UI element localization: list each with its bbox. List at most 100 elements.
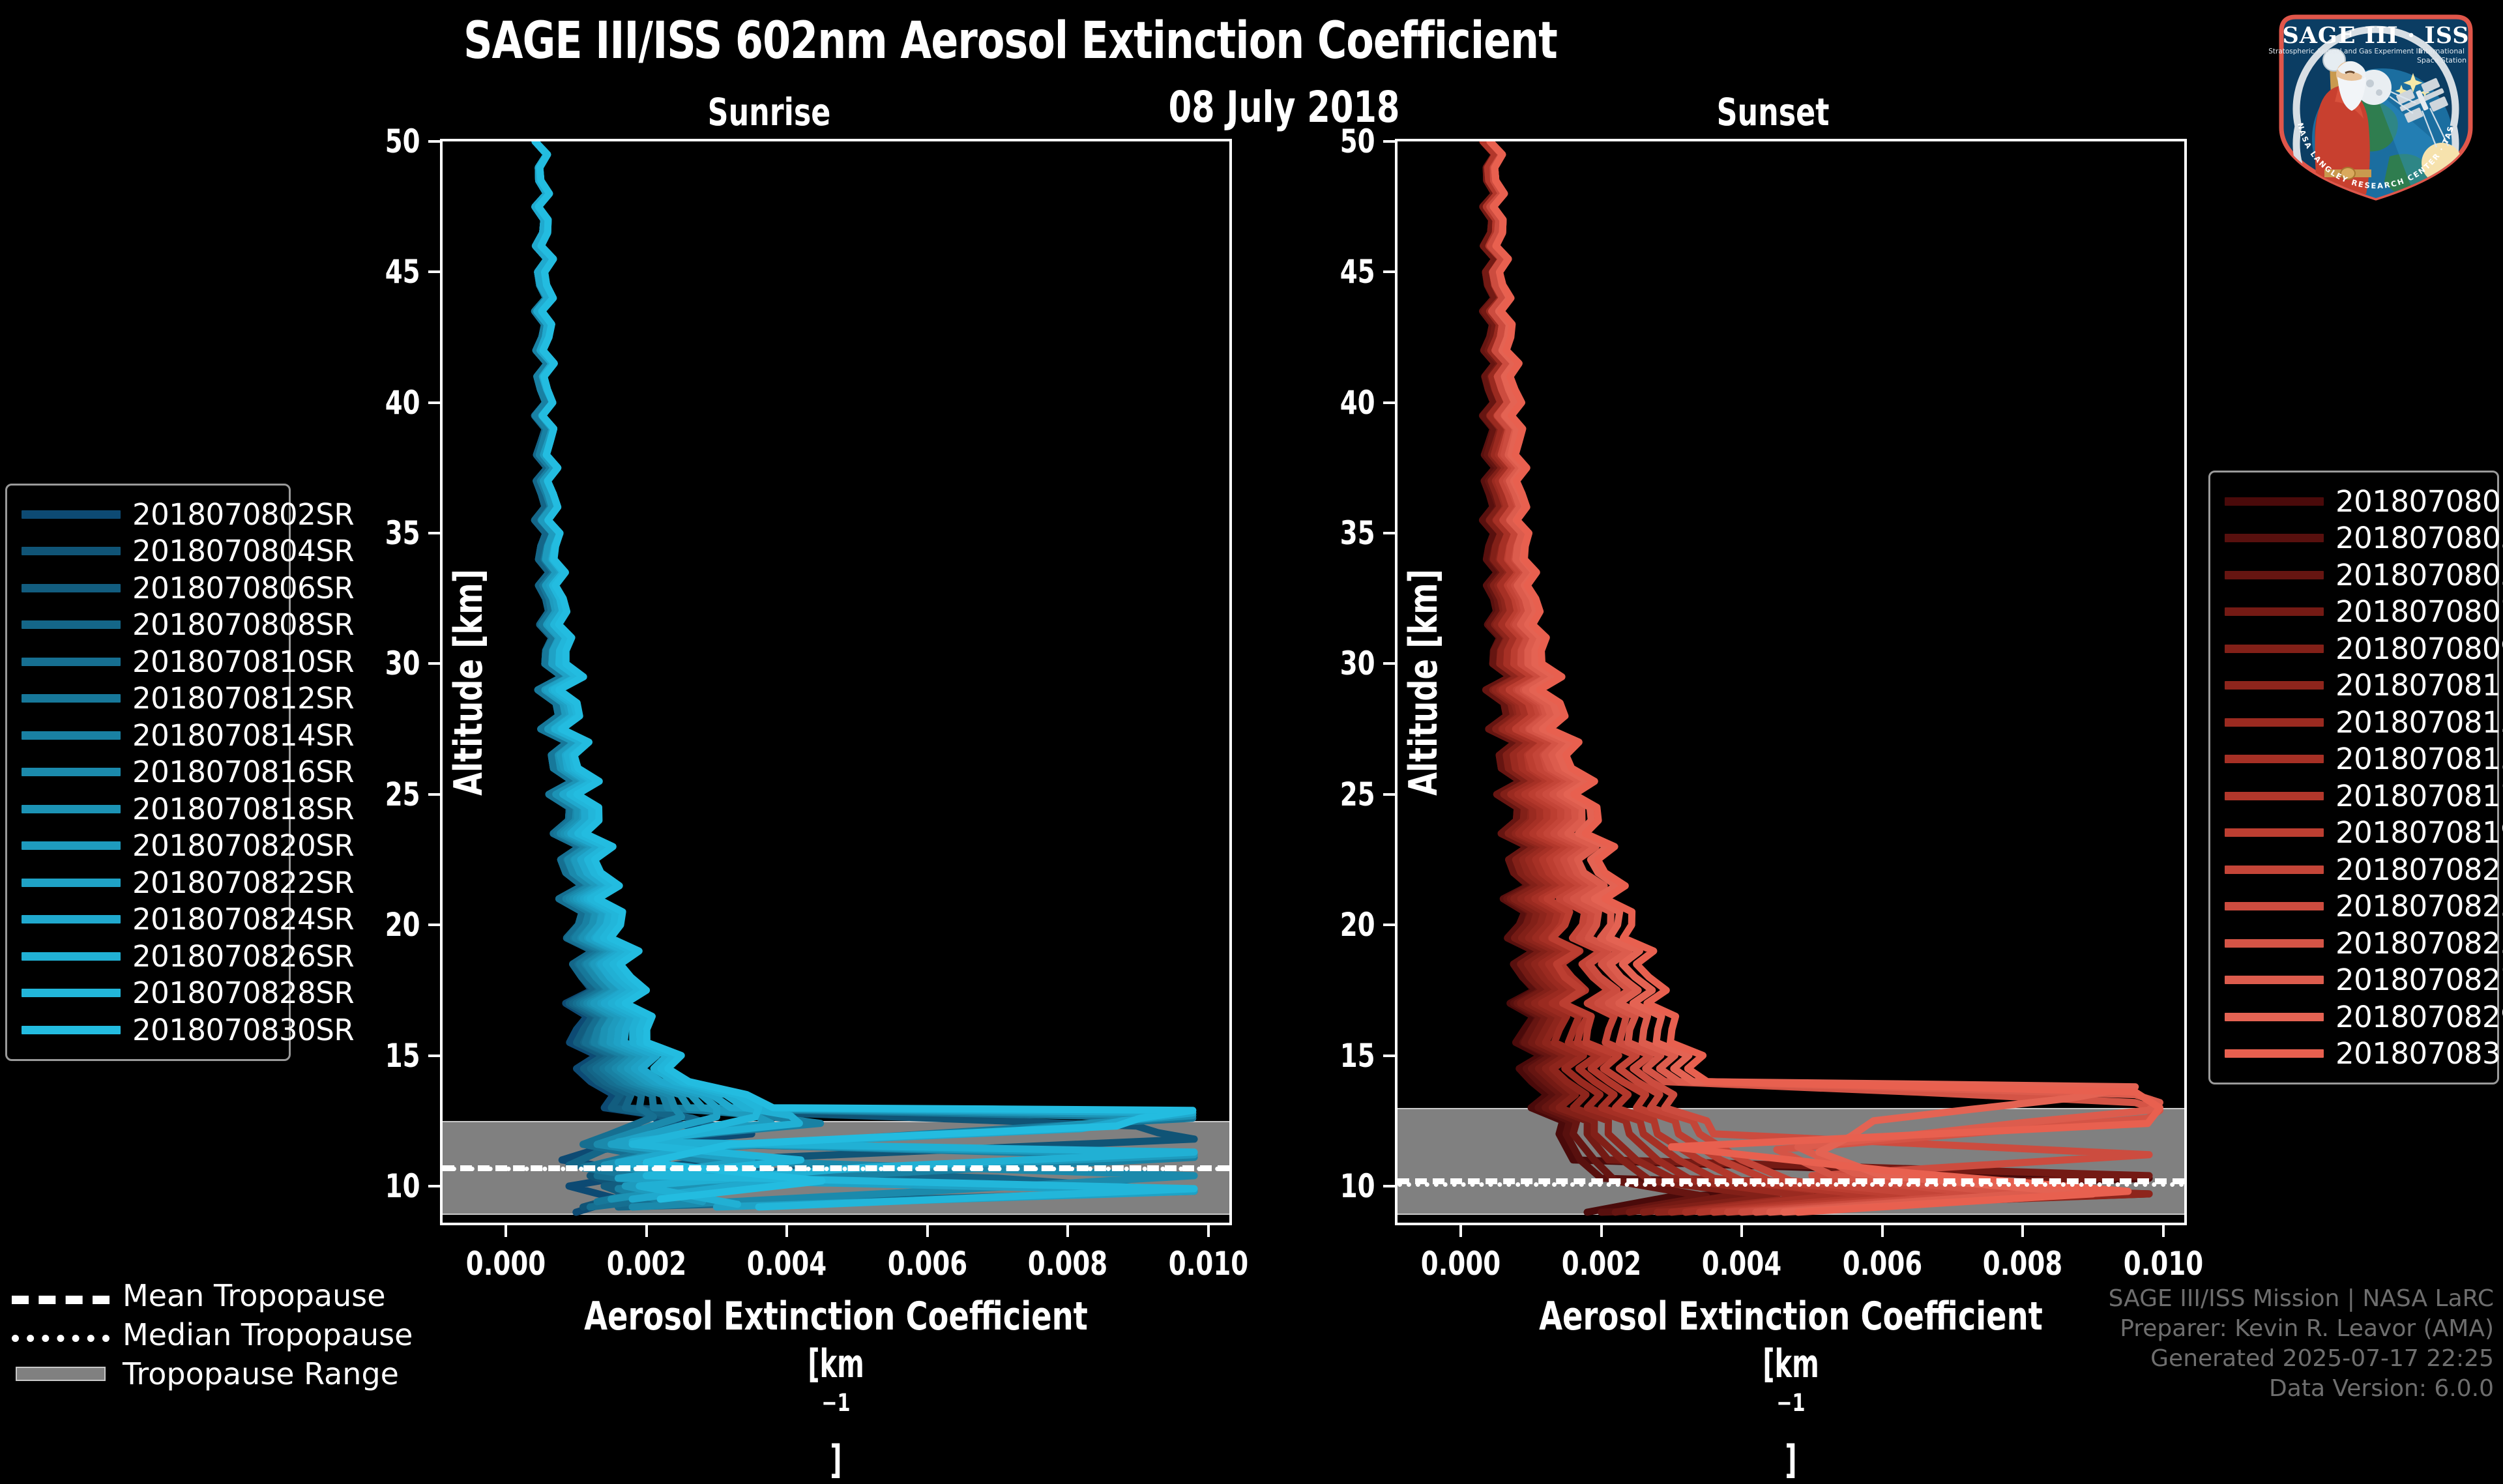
y-axis-tick-label: 45	[1340, 253, 1375, 291]
legend-item[interactable]: 2018070813SS	[2225, 704, 2503, 741]
date-subtitle: 08 July 2018	[1168, 82, 1400, 132]
sunset-plot-axes: 10 15 20 25 30 35 40 45 50 0.000 0.002 0.004 0.006 0.…	[1340, 123, 2203, 1483]
legend-item[interactable]: 2018070812SR	[22, 680, 355, 718]
legend-label: 2018070806SR	[132, 570, 355, 605]
legend-color-swatch	[22, 657, 121, 666]
legend-color-swatch	[22, 620, 121, 630]
legend-item[interactable]: 2018070815SS	[2225, 741, 2503, 778]
logo-subtitle-right-2: Space Station	[2417, 56, 2466, 65]
x-axis-tick	[504, 1223, 507, 1237]
x-axis-title-text: Aerosol Extinction Coefficient	[1539, 1294, 2043, 1339]
x-axis-tick	[926, 1223, 929, 1237]
legend-item[interactable]: 2018070821SS	[2225, 851, 2503, 888]
legend-item[interactable]: 2018070810SR	[22, 643, 355, 680]
legend-color-swatch	[22, 694, 121, 703]
legend-item[interactable]: 2018070825SS	[2225, 925, 2503, 962]
legend-item[interactable]: 2018070806SR	[22, 570, 355, 607]
legend-color-swatch	[2225, 1049, 2324, 1058]
series-layer	[531, 141, 1198, 1216]
logo-subtitle-right-1: International	[2419, 47, 2465, 55]
legend-item[interactable]: 2018070809SS	[2225, 630, 2503, 667]
y-axis-tick	[1383, 662, 1398, 665]
y-axis-tick-label: 50	[385, 123, 420, 160]
legend-item[interactable]: 2018070828SR	[22, 975, 355, 1012]
legend-label: 2018070811SS	[2335, 668, 2503, 703]
legend-item[interactable]: 2018070801SS	[2225, 483, 2503, 520]
median-tropopause-line	[1398, 1182, 2184, 1187]
y-axis-tick	[428, 140, 443, 143]
legend-item[interactable]: 2018070807SS	[2225, 594, 2503, 631]
legend-label: 2018070816SR	[132, 755, 355, 790]
x-axis-tick-label: 0.002	[1561, 1245, 1641, 1283]
legend-color-swatch	[22, 952, 121, 961]
legend-label: 2018070801SS	[2335, 484, 2503, 519]
legend-label: 2018070805SS	[2335, 557, 2503, 592]
y-axis-tick-label: 45	[385, 253, 420, 291]
legend-item[interactable]: 2018070805SS	[2225, 557, 2503, 594]
legend-color-swatch	[22, 989, 121, 998]
legend-item[interactable]: 2018070818SR	[22, 791, 355, 828]
sunset-panel-title: Sunset	[1716, 90, 1830, 134]
x-axis-unit: [km −1]	[1763, 1341, 1819, 1483]
legend-color-swatch	[2225, 607, 2324, 617]
sunrise-panel-title: Sunrise	[707, 90, 831, 134]
legend-label: 2018070821SS	[2335, 852, 2503, 887]
legend-item[interactable]: 2018070826SR	[22, 938, 355, 975]
legend-label: 2018070808SR	[132, 607, 355, 643]
legend-item[interactable]: 2018070827SS	[2225, 962, 2503, 999]
legend-color-swatch	[22, 768, 121, 777]
legend-item[interactable]: 2018070823SS	[2225, 888, 2503, 925]
legend-item[interactable]: 2018070817SS	[2225, 778, 2503, 815]
mean-tropopause-line	[1398, 1178, 2184, 1184]
credits-line-generated: Generated 2025-07-17 22:25	[2150, 1345, 2494, 1372]
legend-color-swatch	[2225, 755, 2324, 764]
y-axis-tick	[428, 1184, 443, 1187]
sunrise-x-axis-title: Aerosol Extinction Coefficient [km −1]	[443, 1293, 1229, 1484]
sunset-plot-area	[1398, 141, 2184, 1223]
y-axis-tick	[428, 1054, 443, 1057]
y-axis-tick-label: 50	[1340, 123, 1375, 160]
legend-item[interactable]: 2018070829SS	[2225, 998, 2503, 1036]
legend-item-mean-tropopause: Mean Tropopause	[12, 1276, 413, 1315]
y-axis-tick-label: 10	[385, 1167, 420, 1205]
series-line	[531, 141, 1197, 1203]
legend-item[interactable]: 2018070808SR	[22, 607, 355, 644]
legend-item[interactable]: 2018070811SS	[2225, 667, 2503, 705]
legend-label-tropopause-range: Tropopause Range	[123, 1356, 399, 1391]
legend-item[interactable]: 2018070830SR	[22, 1011, 355, 1049]
legend-item-median-tropopause: Median Tropopause	[12, 1315, 413, 1354]
legend-label: 2018070804SR	[132, 534, 355, 569]
legend-item[interactable]: 2018070802SR	[22, 496, 355, 533]
legend-label: 2018070810SR	[132, 644, 355, 679]
x-axis-tick	[2021, 1223, 2025, 1237]
legend-item[interactable]: 2018070824SR	[22, 901, 355, 938]
tropopause-legend: Mean Tropopause Median Tropopause Tropop…	[12, 1276, 413, 1393]
legend-color-swatch	[22, 915, 121, 924]
legend-label: 2018070802SR	[132, 497, 355, 532]
legend-item[interactable]: 2018070803SS	[2225, 520, 2503, 557]
legend-item[interactable]: 2018070831SS	[2225, 1036, 2503, 1073]
legend-item[interactable]: 2018070822SR	[22, 864, 355, 901]
legend-item[interactable]: 2018070819SS	[2225, 815, 2503, 852]
legend-color-swatch	[22, 804, 121, 813]
y-axis-tick	[1383, 140, 1398, 143]
legend-item[interactable]: 2018070820SR	[22, 828, 355, 865]
legend-item[interactable]: 2018070816SR	[22, 754, 355, 791]
y-axis-tick-label: 35	[385, 514, 420, 553]
y-axis-tick	[1383, 1054, 1398, 1057]
x-axis-tick-label: 0.006	[887, 1245, 967, 1283]
legend-label: 2018070820SR	[132, 828, 355, 864]
legend-color-swatch	[2225, 718, 2324, 727]
credits-line-preparer: Preparer: Kevin R. Leavor (AMA)	[2120, 1315, 2494, 1342]
credits-block: SAGE III/ISS Mission | NASA LaRC Prepare…	[2109, 1284, 2494, 1404]
x-axis-tick	[1207, 1223, 1210, 1237]
legend-item[interactable]: 2018070804SR	[22, 533, 355, 570]
legend-item[interactable]: 2018070814SR	[22, 717, 355, 754]
sunrise-legend[interactable]: 2018070802SR 2018070804SR 2018070806SR 2018…	[5, 484, 355, 1061]
y-axis-tick	[1383, 532, 1398, 535]
x-axis-tick	[1600, 1223, 1603, 1237]
legend-label: 2018070819SS	[2335, 815, 2503, 851]
x-axis-tick-label: 0.010	[2123, 1245, 2203, 1283]
sunset-legend[interactable]: 2018070801SS2018070803SS2018070805SS2018…	[2208, 471, 2503, 1084]
y-axis-tick	[428, 401, 443, 404]
